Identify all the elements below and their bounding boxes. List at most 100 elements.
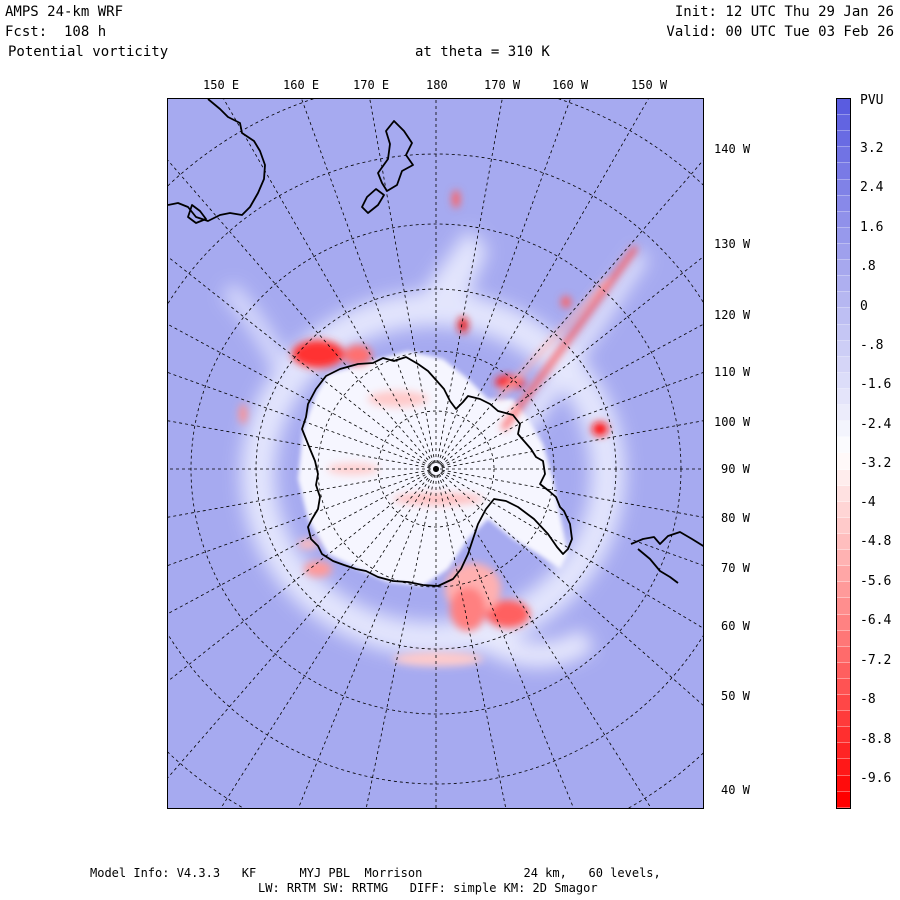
right-lon-label: 140 W xyxy=(714,142,751,156)
colorbar-segment xyxy=(837,469,850,486)
right-lon-label: 40 W xyxy=(721,783,750,797)
top-lon-label: 180 xyxy=(426,78,448,92)
right-lon-label: 50 W xyxy=(721,689,750,703)
theta-level: at theta = 310 K xyxy=(415,44,550,60)
top-lon-label: 160 E xyxy=(283,78,320,92)
right-lon-label: 70 W xyxy=(721,561,750,575)
colorbar-segment xyxy=(837,727,850,744)
colorbar-segment xyxy=(837,437,850,454)
colorbar-label: -3.2 xyxy=(860,456,892,471)
colorbar-segment xyxy=(837,550,850,567)
pv-negative-anomalies xyxy=(239,190,639,666)
pv-map xyxy=(167,98,704,809)
right-lon-label: 90 W xyxy=(721,462,750,476)
south-america-tip xyxy=(630,531,703,584)
new-zealand-north xyxy=(377,120,414,192)
colorbar-segment xyxy=(837,276,850,293)
colorbar-label: -9.6 xyxy=(860,771,892,786)
colorbar-label: -4.8 xyxy=(860,534,892,549)
colorbar-segment xyxy=(837,485,850,502)
colorbar-label: .8 xyxy=(860,259,876,274)
colorbar-segment xyxy=(837,195,850,212)
colorbar-segment xyxy=(837,211,850,228)
colorbar-segment xyxy=(837,453,850,470)
colorbar-label: 2.4 xyxy=(860,180,884,195)
top-lon-label: 160 W xyxy=(552,78,589,92)
right-lon-label: 100 W xyxy=(714,415,751,429)
pv-white-band xyxy=(222,229,648,667)
australia-coast xyxy=(168,99,266,222)
colorbar xyxy=(836,98,851,809)
top-lon-label: 170 W xyxy=(484,78,521,92)
colorbar-segment xyxy=(837,356,850,373)
colorbar-segment xyxy=(837,405,850,422)
right-lon-label: 60 W xyxy=(721,619,750,633)
colorbar-label: -1.6 xyxy=(860,377,892,392)
meridians xyxy=(168,99,703,808)
colorbar-segment xyxy=(837,388,850,406)
colorbar-segment xyxy=(837,421,850,438)
model-info-line1: Model Info: V4.3.3 KF MYJ PBL Morrison 2… xyxy=(90,866,661,880)
colorbar-label: 0 xyxy=(860,299,868,314)
right-lon-label: 110 W xyxy=(714,365,751,379)
colorbar-label: 1.6 xyxy=(860,220,884,235)
colorbar-segment xyxy=(837,630,850,647)
colorbar-label: -.8 xyxy=(860,338,884,353)
right-lon-label: 80 W xyxy=(721,511,750,525)
valid-time: Valid: 00 UTC Tue 03 Feb 26 xyxy=(666,24,894,40)
colorbar-segment xyxy=(837,372,850,389)
colorbar-label: -8.8 xyxy=(860,732,892,747)
colorbar-segment xyxy=(837,340,850,357)
colorbar-label: 3.2 xyxy=(860,141,884,156)
top-lon-label: 150 W xyxy=(631,78,668,92)
model-info-line2: LW: RRTM SW: RRTMG DIFF: simple KM: 2D S… xyxy=(258,881,598,895)
colorbar-label: -7.2 xyxy=(860,653,892,668)
coastlines xyxy=(168,99,703,587)
colorbar-segment xyxy=(837,582,850,599)
colorbar-segment xyxy=(837,292,850,309)
colorbar-segment xyxy=(837,179,850,196)
new-zealand-south xyxy=(361,188,385,214)
colorbar-segment xyxy=(837,791,850,808)
continent-fill xyxy=(298,351,568,586)
colorbar-segment xyxy=(837,533,850,551)
colorbar-segment xyxy=(837,662,850,679)
antarctica-coast xyxy=(301,356,573,587)
colorbar-segment xyxy=(837,598,850,615)
field-name: Potential vorticity xyxy=(8,44,169,60)
colorbar-segment xyxy=(837,517,850,534)
colorbar-segment xyxy=(837,775,850,792)
top-lon-label: 150 E xyxy=(203,78,240,92)
colorbar-segment xyxy=(837,99,850,116)
colorbar-label: -6.4 xyxy=(860,613,892,628)
top-lon-label: 170 E xyxy=(353,78,390,92)
forecast-hour: Fcst: 108 h xyxy=(5,24,107,40)
colorbar-segment xyxy=(837,308,850,325)
colorbar-segment xyxy=(837,324,850,341)
init-time: Init: 12 UTC Thu 29 Jan 26 xyxy=(674,4,894,20)
right-lon-label: 120 W xyxy=(714,308,751,322)
colorbar-segment xyxy=(837,646,850,663)
right-lon-label: 130 W xyxy=(714,237,751,251)
colorbar-segment xyxy=(837,743,850,760)
colorbar-segment xyxy=(837,115,850,132)
colorbar-segment xyxy=(837,163,850,180)
colorbar-segment xyxy=(837,227,850,244)
colorbar-label: -8 xyxy=(860,692,876,707)
colorbar-segment xyxy=(837,711,850,728)
colorbar-unit: PVU xyxy=(860,93,884,108)
colorbar-segment xyxy=(837,260,850,277)
colorbar-segment xyxy=(837,243,850,261)
colorbar-segment xyxy=(837,614,850,631)
colorbar-label: -5.6 xyxy=(860,574,892,589)
colorbar-segment xyxy=(837,147,850,164)
colorbar-segment xyxy=(837,695,850,712)
colorbar-label: -4 xyxy=(860,495,876,510)
colorbar-segment xyxy=(837,678,850,696)
colorbar-segment xyxy=(837,759,850,776)
colorbar-segment xyxy=(837,131,850,148)
colorbar-segment xyxy=(837,501,850,518)
tasmania xyxy=(187,204,207,224)
colorbar-label: -2.4 xyxy=(860,417,892,432)
colorbar-segment xyxy=(837,566,850,583)
